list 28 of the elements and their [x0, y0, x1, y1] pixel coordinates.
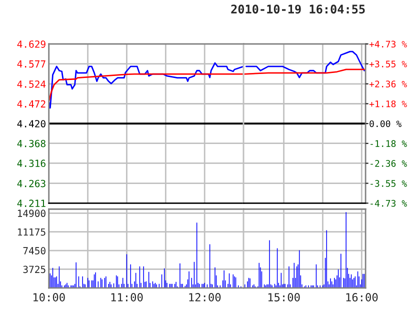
x-tick-label: 15:00: [268, 293, 300, 302]
text: -2.36 %: [370, 160, 407, 167]
y-tick-label: 4.420: [17, 120, 46, 128]
y-tick-label: 14900: [18, 210, 46, 217]
x-tick-label: 10:00: [33, 293, 65, 302]
x-tick-label: 12:00: [189, 293, 221, 302]
y-tick-label: 4.629: [17, 40, 46, 48]
chart-title: 2010-10-19 16:04:55: [231, 4, 365, 14]
y-tick-label: 4.577: [17, 60, 46, 68]
text: +3.55 %: [369, 60, 407, 68]
y-tick-label: 11175: [18, 228, 46, 236]
text: +2.36 %: [369, 80, 407, 88]
x-tick-label: 16:00: [346, 293, 378, 302]
text: +1.18 %: [369, 100, 407, 108]
text: -3.55 %: [370, 180, 407, 187]
text: -1.18 %: [370, 140, 407, 147]
y-tick-label: 4.368: [17, 140, 46, 148]
y-tick-label: 4.316: [17, 160, 46, 168]
y-tick-label: 4.211: [17, 200, 46, 207]
text: -4.73 %: [370, 200, 407, 207]
text: +4.73 %: [369, 40, 407, 48]
y-tick-label: 4.524: [17, 80, 46, 88]
y-tick-label: 3725: [23, 266, 46, 274]
text: 0.00 %: [370, 120, 402, 128]
y-tick-label: 4.472: [17, 100, 46, 108]
x-tick-label: 11:00: [111, 293, 143, 302]
y-tick-label: 4.263: [17, 180, 46, 188]
y-tick-label: 7450: [23, 247, 46, 254]
